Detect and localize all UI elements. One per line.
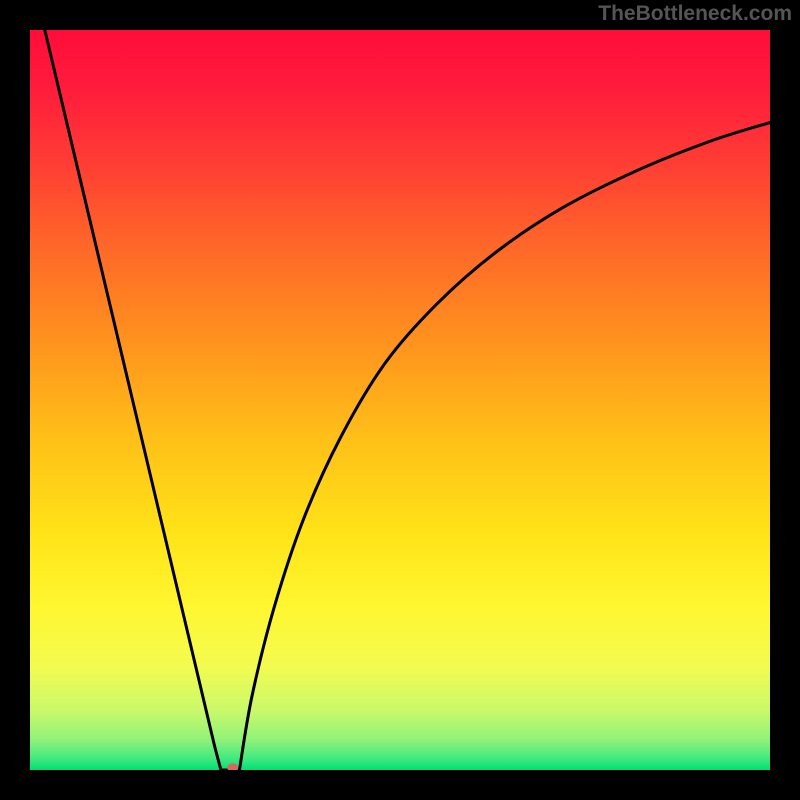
plot-area: [30, 30, 770, 770]
chart-root: TheBottleneck.com: [0, 0, 800, 800]
watermark-text: TheBottleneck.com: [598, 2, 792, 26]
plot-background: [30, 30, 770, 770]
